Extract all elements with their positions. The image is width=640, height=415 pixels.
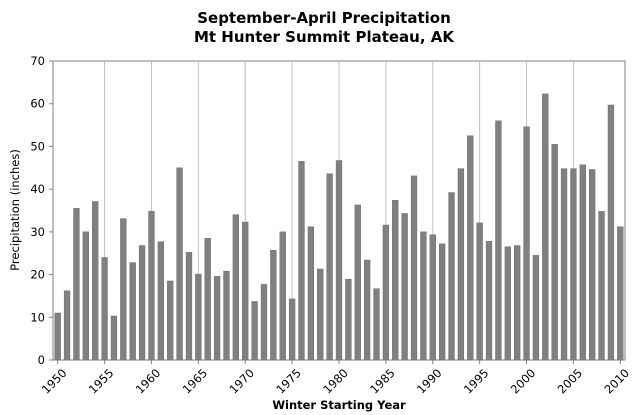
y-tick-label: 30 xyxy=(30,225,45,239)
bar-1976 xyxy=(298,161,305,361)
bar-1986 xyxy=(392,200,399,361)
x-tick-label: 1975 xyxy=(273,366,304,397)
bar-1962 xyxy=(167,280,174,361)
y-axis: 0 10 20 30 40 50 60 70 xyxy=(30,54,53,367)
bar-1959 xyxy=(138,245,146,361)
bar-1950 xyxy=(54,312,61,361)
y-tick-label: 60 xyxy=(30,97,45,111)
bar-2007 xyxy=(589,169,596,361)
bar-1952 xyxy=(73,208,80,361)
bar-1980 xyxy=(335,160,343,361)
bar-1967 xyxy=(213,276,221,361)
bar-1971 xyxy=(251,301,258,361)
bar-2010 xyxy=(617,226,624,361)
y-tick-label: 40 xyxy=(30,182,45,196)
x-axis: 1950 1955 1960 1965 1970 1975 1980 1985 1990 1995… xyxy=(39,360,632,397)
bar-1968 xyxy=(223,270,230,361)
bar-1994 xyxy=(467,135,474,361)
y-tick-label: 50 xyxy=(30,139,45,153)
bar-1984 xyxy=(373,288,380,361)
bar-1961 xyxy=(157,241,164,361)
bar-2005 xyxy=(570,168,577,361)
bar-1972 xyxy=(260,284,268,361)
y-axis-label: Precipitation (inches) xyxy=(8,149,22,271)
bar-1964 xyxy=(185,252,193,361)
bar-1999 xyxy=(514,245,521,361)
bar-1997 xyxy=(495,120,502,361)
y-tick-label: 70 xyxy=(30,54,45,68)
bar-1988 xyxy=(410,175,418,361)
x-tick-label: 1955 xyxy=(86,366,117,397)
x-tick-label: 2005 xyxy=(555,366,586,397)
y-tick-label: 0 xyxy=(38,353,45,367)
x-tick-label: 2010 xyxy=(602,366,633,397)
bar-1991 xyxy=(438,243,446,361)
bar-1977 xyxy=(307,226,315,361)
bar-1985 xyxy=(382,224,390,361)
bar-1958 xyxy=(129,262,136,361)
x-tick-label: 1985 xyxy=(367,366,398,397)
bar-1966 xyxy=(204,238,211,361)
bar-1957 xyxy=(120,218,127,361)
bar-1987 xyxy=(401,213,408,361)
bar-1954 xyxy=(92,201,99,361)
bar-1965 xyxy=(195,273,202,361)
bar-series xyxy=(54,93,624,361)
x-tick-label: 1980 xyxy=(320,366,351,397)
x-axis-label: Winter Starting Year xyxy=(272,398,406,412)
bar-1990 xyxy=(429,234,436,361)
x-tick-label: 1965 xyxy=(180,366,211,397)
bar-2006 xyxy=(579,164,586,361)
bar-1995 xyxy=(476,222,483,361)
bar-1989 xyxy=(420,231,427,361)
bar-2000 xyxy=(523,126,530,361)
x-tick-label: 1960 xyxy=(133,366,164,397)
y-tick-label: 10 xyxy=(30,310,45,324)
bar-1975 xyxy=(288,298,296,361)
bar-1973 xyxy=(270,249,277,361)
bar-1996 xyxy=(485,241,493,361)
x-tick-label: 2000 xyxy=(508,366,539,397)
bar-1970 xyxy=(242,221,249,361)
bar-1974 xyxy=(279,231,286,361)
bar-1956 xyxy=(110,315,118,361)
x-tick-label: 1990 xyxy=(414,366,445,397)
bar-1960 xyxy=(148,211,155,361)
bar-2003 xyxy=(551,144,558,361)
chart-subtitle: Mt Hunter Summit Plateau, AK xyxy=(194,28,455,46)
bar-2001 xyxy=(532,255,540,361)
bar-1953 xyxy=(82,231,89,361)
bar-1998 xyxy=(504,246,511,361)
bar-1992 xyxy=(448,192,455,361)
x-tick-label: 1995 xyxy=(461,366,492,397)
bar-1963 xyxy=(176,167,183,361)
chart-title: September-April Precipitation xyxy=(197,9,451,27)
x-tick-label: 1970 xyxy=(226,366,257,397)
bar-2009 xyxy=(607,104,615,361)
bar-1969 xyxy=(232,214,240,361)
bar-1983 xyxy=(363,259,371,361)
bar-1993 xyxy=(457,168,465,361)
bar-1982 xyxy=(354,204,361,361)
bar-1978 xyxy=(317,268,324,361)
bar-1981 xyxy=(345,279,352,361)
bar-1951 xyxy=(63,290,71,361)
bar-2008 xyxy=(598,211,605,361)
bar-1979 xyxy=(326,173,333,361)
y-tick-label: 20 xyxy=(30,268,45,282)
bar-2002 xyxy=(542,93,549,361)
x-tick-label: 1950 xyxy=(39,366,70,397)
bar-2004 xyxy=(560,168,568,361)
bar-1955 xyxy=(101,257,108,361)
